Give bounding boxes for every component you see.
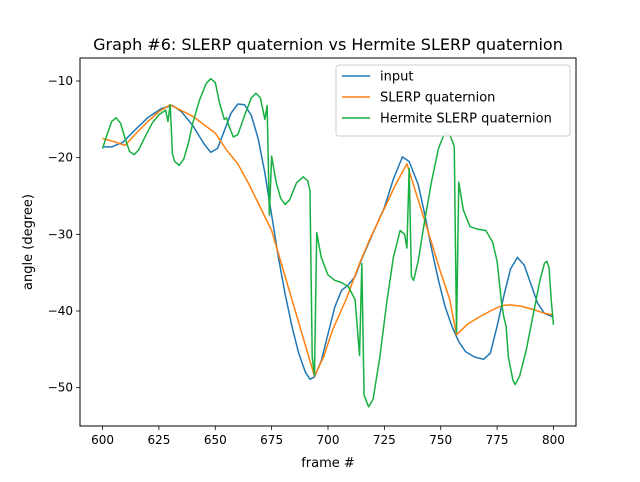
x-axis-label: frame # — [301, 456, 355, 471]
series-line-1 — [102, 104, 554, 377]
series-line-0 — [102, 103, 554, 380]
legend-label-1: SLERP quaternion — [380, 91, 495, 106]
x-tick-label: 600 — [91, 433, 114, 447]
y-tick-label: −10 — [48, 74, 73, 88]
x-tick-label: 700 — [317, 433, 340, 447]
y-axis-label: angle (degree) — [21, 194, 36, 290]
y-tick-label: −20 — [48, 151, 73, 165]
y-tick-label: −40 — [48, 304, 73, 318]
chart-title: Graph #6: SLERP quaternion vs Hermite SL… — [93, 35, 563, 54]
legend-box — [335, 64, 571, 137]
legend-label-0: input — [380, 70, 413, 85]
x-tick-label: 625 — [147, 433, 170, 447]
x-axis: 600 625 650 675 700 725 750 775 800 — [91, 426, 565, 447]
y-tick-label: −30 — [48, 227, 73, 241]
x-tick-label: 725 — [373, 433, 396, 447]
legend: input SLERP quaternion Hermite SLERP quate… — [335, 64, 571, 137]
series-line-2 — [101, 77, 555, 408]
x-tick-label: 650 — [204, 433, 227, 447]
legend-label-2: Hermite SLERP quaternion — [380, 112, 552, 127]
y-axis: −10 −20 −30 −40 −50 — [48, 74, 80, 395]
x-tick-label: 775 — [486, 433, 509, 447]
x-tick-label: 675 — [260, 433, 283, 447]
series-layer — [101, 77, 555, 408]
y-tick-label: −50 — [48, 381, 73, 395]
x-tick-label: 750 — [429, 433, 452, 447]
x-tick-label: 800 — [542, 433, 565, 447]
